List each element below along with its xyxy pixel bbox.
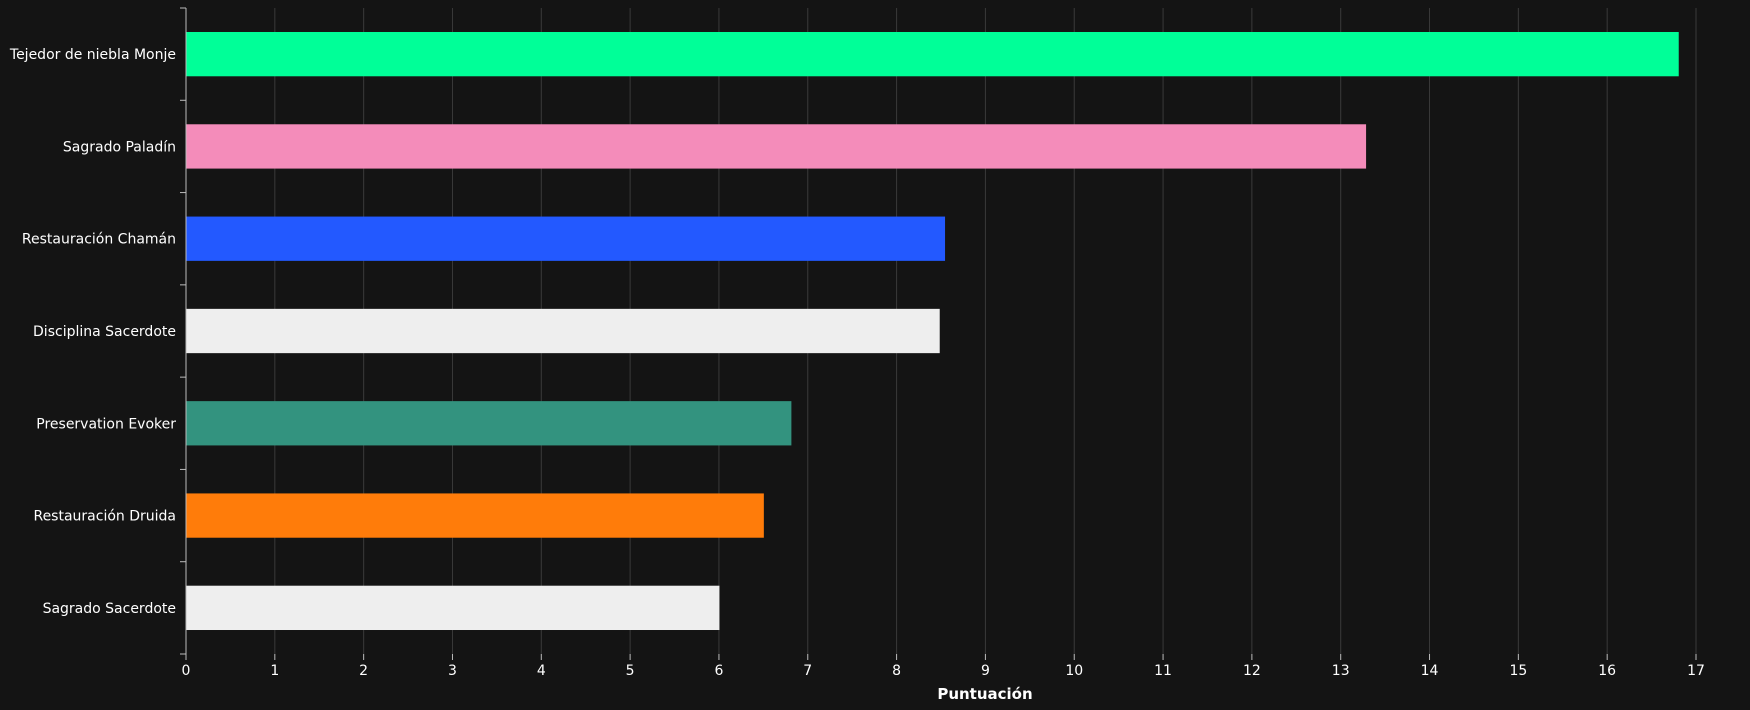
x-tick-label: 1 — [270, 663, 279, 679]
x-tick-label: 7 — [803, 663, 812, 679]
category-label: Restauración Druida — [33, 509, 176, 525]
category-label: Sagrado Paladín — [63, 139, 176, 155]
x-tick-label: 0 — [182, 663, 191, 679]
bar — [186, 216, 946, 261]
bar — [186, 493, 764, 538]
category-label: Tejedor de niebla Monje — [9, 47, 176, 63]
axis-layer — [180, 7, 1697, 660]
x-tick-label: 5 — [626, 663, 635, 679]
x-tick-label: 11 — [1154, 663, 1172, 679]
x-tick-label: 8 — [892, 663, 901, 679]
bar — [186, 308, 940, 354]
bar — [186, 124, 1367, 169]
bar — [186, 585, 720, 631]
x-axis-title: Puntuación — [937, 685, 1032, 703]
grid-layer — [185, 8, 1697, 654]
bar-layer — [186, 31, 1679, 631]
x-tick-label: 10 — [1065, 663, 1083, 679]
x-tick-label: 9 — [981, 663, 990, 679]
bar — [186, 31, 1679, 77]
x-tick-label: 12 — [1243, 663, 1261, 679]
x-tick-label: 16 — [1598, 663, 1616, 679]
x-tick-label: 2 — [359, 663, 368, 679]
x-tick-label: 3 — [448, 663, 457, 679]
category-label: Sagrado Sacerdote — [43, 601, 176, 617]
x-tick-label: 13 — [1332, 663, 1350, 679]
category-label: Restauración Chamán — [22, 232, 176, 248]
x-tick-label: 17 — [1687, 663, 1705, 679]
x-tick-label: 6 — [714, 663, 723, 679]
bar — [186, 401, 792, 446]
x-tick-label: 14 — [1421, 663, 1439, 679]
category-label: Preservation Evoker — [36, 416, 176, 432]
x-tick-label: 15 — [1509, 663, 1527, 679]
x-tick-label: 4 — [537, 663, 546, 679]
category-label: Disciplina Sacerdote — [33, 324, 176, 340]
